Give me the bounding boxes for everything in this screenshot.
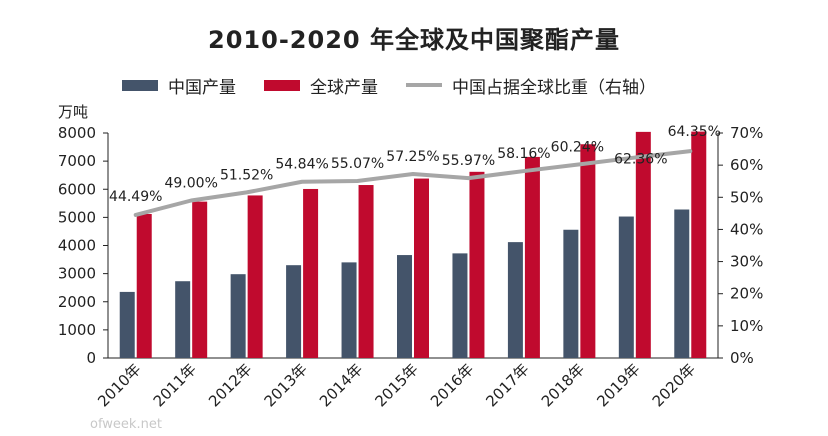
y-left-tick-label: 0 (86, 349, 96, 367)
bar-china (563, 229, 579, 358)
y-right-tick-label: 30% (730, 253, 763, 271)
x-tick-label: 2013年 (261, 360, 311, 410)
bar-global (192, 201, 208, 358)
bar-china (452, 253, 468, 358)
legend-swatch-global (264, 79, 300, 91)
bar-china (230, 274, 246, 358)
bar-global (580, 144, 596, 358)
bar-global (635, 131, 651, 358)
share-data-label: 49.00% (164, 176, 217, 192)
y-left-tick-label: 2000 (58, 293, 96, 311)
watermark-text: ofweek.net (90, 417, 162, 432)
bar-global (469, 171, 485, 358)
legend-item-share: 中国占据全球比重（右轴） (406, 73, 656, 98)
y-right-tick-label: 10% (730, 317, 763, 335)
share-data-label: 60.24% (551, 139, 604, 155)
chart-legend: 中国产量 全球产量 中国占据全球比重（右轴） (122, 73, 656, 98)
y-right-tick-label: 50% (730, 188, 763, 206)
share-data-label: 51.52% (220, 167, 273, 183)
share-data-label: 64.35% (668, 124, 721, 140)
x-tick-label: 2020年 (649, 360, 699, 410)
x-tick-label: 2012年 (205, 360, 255, 410)
legend-swatch-share (406, 83, 442, 87)
share-data-label: 58.16% (497, 146, 550, 162)
x-tick-label: 2018年 (538, 360, 588, 410)
share-data-label: 62.36% (614, 152, 667, 168)
x-tick-label: 2015年 (371, 360, 421, 410)
bar-global (247, 195, 263, 358)
share-line (133, 149, 693, 217)
bar-global (303, 188, 319, 358)
y-left-tick-label: 8000 (58, 124, 96, 142)
bar-china (175, 281, 191, 358)
share-data-label: 57.25% (386, 149, 439, 165)
y-right-tick-label: 0% (730, 349, 754, 367)
bar-global (524, 156, 540, 358)
y-left-tick-label: 5000 (58, 208, 96, 226)
bar-china (674, 209, 690, 358)
bar-china (618, 216, 634, 358)
x-tick-label: 2010年 (94, 360, 144, 410)
y-right-tick-label: 20% (730, 285, 763, 303)
y-left-tick-label: 4000 (58, 237, 96, 255)
bar-china (397, 255, 412, 358)
bar-china (507, 242, 523, 358)
legend-label-global: 全球产量 (310, 77, 378, 98)
y-left-tick-label: 1000 (58, 321, 96, 339)
bar-china (286, 265, 302, 358)
x-tick-label: 2011年 (150, 360, 200, 410)
y-left-tick-label: 7000 (58, 152, 96, 170)
bar-china (119, 291, 135, 358)
y-left-tick-label: 3000 (58, 265, 96, 283)
bar-china (341, 262, 357, 358)
x-tick-label: 2019年 (593, 360, 643, 410)
x-tick-label: 2017年 (482, 360, 532, 410)
legend-label-share: 中国占据全球比重（右轴） (452, 77, 656, 98)
y-axis-unit-label: 万吨 (58, 103, 88, 121)
y-right-tick-label: 70% (730, 124, 763, 142)
bar-global (414, 178, 429, 358)
bars-group (119, 131, 707, 358)
share-data-label: 54.84% (275, 157, 328, 173)
x-tick-label: 2014年 (316, 360, 366, 410)
share-data-label: 55.07% (331, 156, 384, 172)
x-tick-label: 2016年 (427, 360, 477, 410)
legend-swatch-china (122, 79, 158, 91)
chart-title: 2010-2020 年全球及中国聚酯产量 (208, 26, 620, 54)
share-data-label: 55.97% (442, 153, 495, 169)
bar-global (358, 185, 374, 358)
share-data-label: 44.49% (109, 189, 162, 205)
y-right-tick-label: 60% (730, 156, 763, 174)
y-right-tick-label: 40% (730, 220, 763, 238)
y-left-tick-label: 6000 (58, 180, 96, 198)
legend-item-global: 全球产量 (264, 73, 378, 98)
bar-global (136, 214, 152, 358)
share-line-group (133, 149, 693, 217)
data-labels-group: 44.49%49.00%51.52%54.84% 55.07% 57.25% 55.9… (109, 124, 721, 205)
bar-global (691, 131, 707, 358)
legend-item-china: 中国产量 (122, 73, 236, 98)
legend-label-china: 中国产量 (168, 77, 236, 98)
